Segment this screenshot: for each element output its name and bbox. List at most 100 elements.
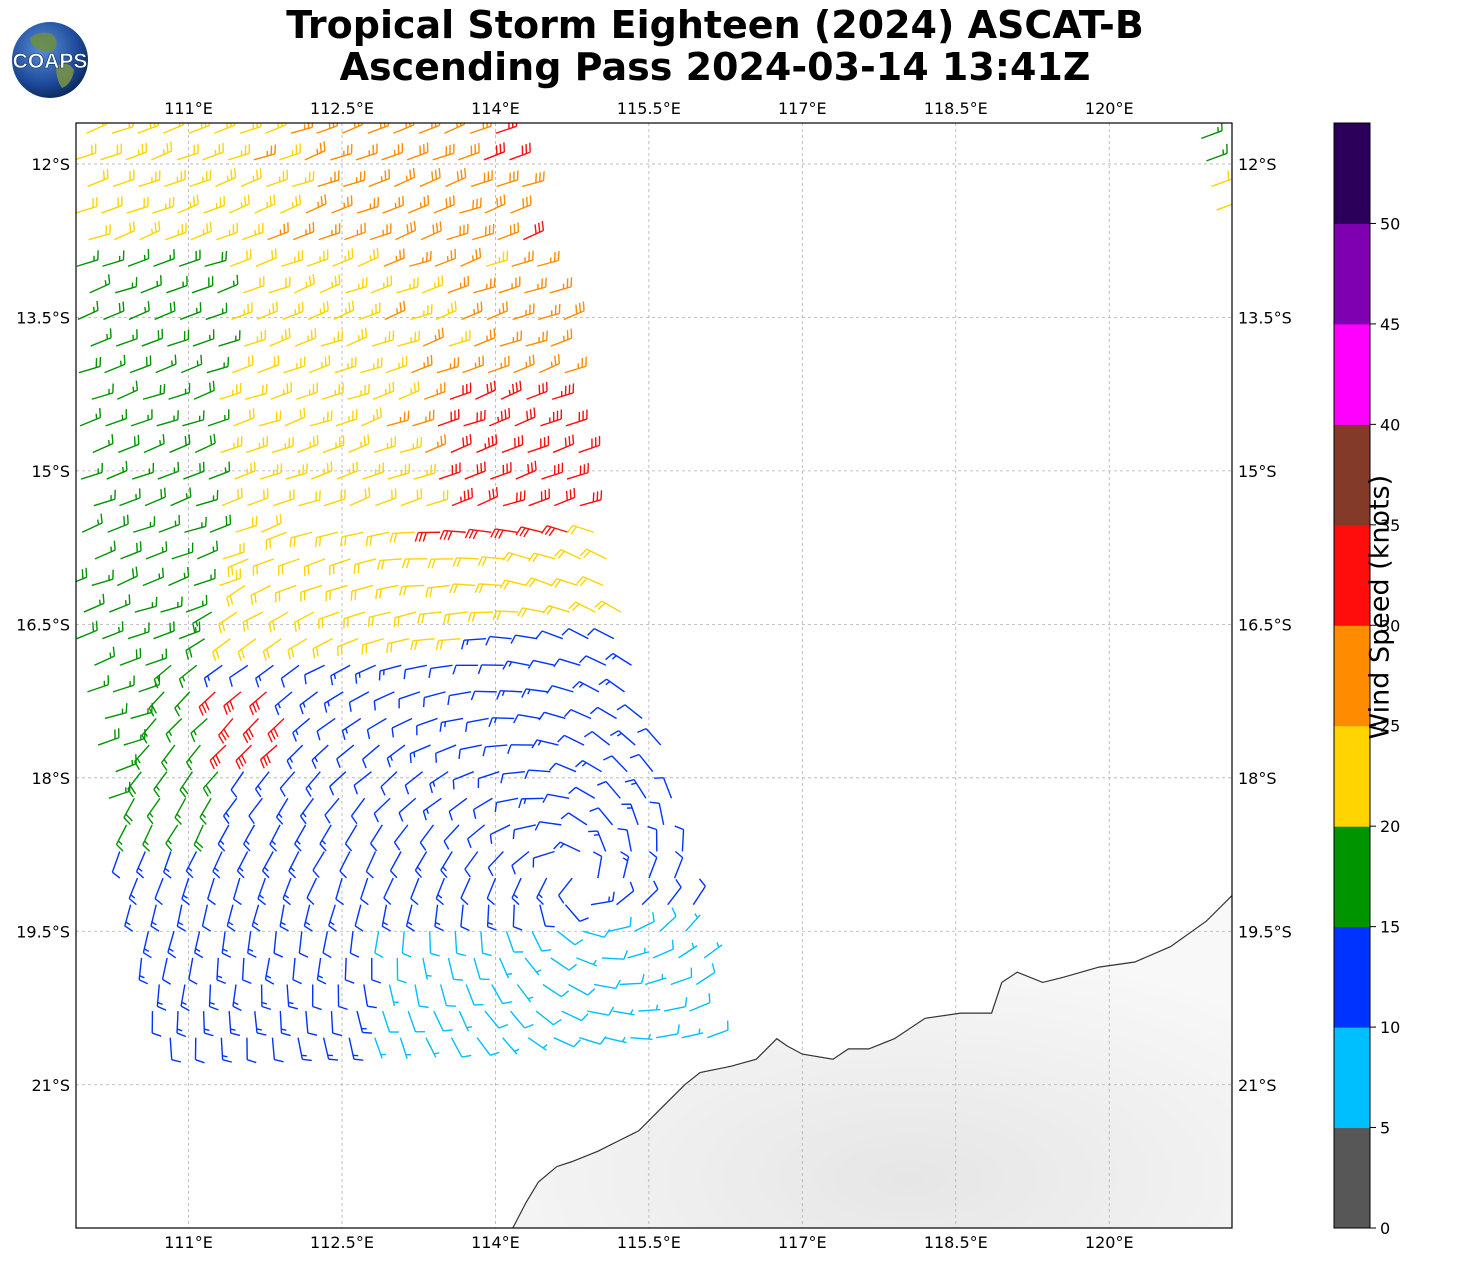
wind-barb (412, 409, 435, 427)
wind-barb (104, 703, 128, 720)
barb-full-feather (340, 536, 343, 547)
barb-half-feather (611, 655, 617, 660)
wind-barb (113, 221, 135, 241)
barb-staff (429, 931, 432, 954)
wind-barb (282, 301, 304, 321)
barb-full-feather (222, 815, 230, 825)
barb-full-feather (528, 578, 536, 588)
wind-barb (232, 355, 254, 374)
wind-barb (107, 514, 129, 533)
wind-barb (97, 728, 120, 746)
colorbar-tick-label: 0 (1380, 1219, 1390, 1238)
wind-barb (353, 558, 377, 574)
barb-full-feather (430, 355, 433, 365)
barb-full-feather (307, 1032, 318, 1036)
wind-barb (196, 540, 219, 560)
barb-half-feather (655, 1004, 659, 1011)
barb-full-feather (390, 642, 393, 653)
barb-half-feather (436, 441, 439, 448)
colorbar-tick-label: 10 (1380, 1018, 1400, 1037)
barb-full-feather (346, 196, 349, 207)
barb-full-feather (159, 275, 162, 285)
barb-half-feather (578, 683, 584, 688)
barb-staff (476, 1037, 491, 1056)
wind-barb (192, 329, 215, 347)
barb-full-feather (496, 197, 499, 208)
barb-half-feather (329, 921, 335, 926)
barb-full-feather (495, 487, 499, 497)
wind-barb (536, 251, 560, 267)
lon-tick-label-bottom: 115.5°E (617, 1233, 681, 1252)
wind-barb (356, 197, 379, 214)
barb-half-feather (230, 1028, 236, 1031)
barb-full-feather (544, 277, 547, 288)
barb-full-feather (398, 586, 403, 596)
wind-barb (348, 434, 370, 454)
wind-barb (150, 904, 160, 932)
wind-barb (292, 222, 315, 241)
barb-full-feather (461, 639, 465, 650)
barb-full-feather (335, 898, 345, 906)
wind-barb (316, 957, 327, 985)
wind-barb (566, 524, 594, 535)
wind-barb (624, 779, 647, 799)
barb-full-feather (518, 798, 523, 809)
wind-barb (373, 691, 395, 711)
barb-staff (407, 1010, 417, 1033)
wind-barb (476, 434, 498, 454)
barb-staff (271, 1037, 276, 1060)
wind-barb (169, 434, 191, 454)
barb-full-feather (456, 123, 458, 128)
wind-barb (462, 355, 484, 374)
lat-tick-label-right: 12°S (1238, 155, 1277, 174)
wind-barb (208, 984, 219, 1011)
wind-barb (550, 957, 577, 971)
barb-full-feather (464, 167, 467, 178)
barb-full-feather (528, 356, 532, 366)
wind-barb (323, 691, 344, 713)
barb-half-feather (144, 306, 147, 313)
barb-staff (393, 824, 409, 843)
barb-full-feather (572, 434, 575, 445)
wind-barb (395, 220, 417, 241)
wind-barb (458, 142, 480, 161)
barb-staff (405, 664, 428, 671)
wind-barb (230, 249, 252, 267)
barb-full-feather (238, 757, 244, 767)
wind-barb (641, 880, 659, 906)
wind-barb (157, 461, 180, 480)
barb-full-feather (386, 757, 391, 768)
wind-barb (438, 462, 461, 480)
barb-full-feather (456, 952, 467, 957)
wind-barb (513, 354, 535, 374)
barb-full-feather (371, 616, 374, 626)
wind-barb (461, 301, 483, 321)
coastline (512, 895, 1232, 1228)
barb-full-feather (435, 753, 438, 763)
barb-staff (587, 1010, 609, 1016)
barb-full-feather (265, 648, 271, 659)
wind-barb (473, 957, 490, 981)
barb-full-feather (578, 655, 587, 664)
barb-staff (201, 904, 209, 927)
wind-barb (375, 584, 399, 600)
wind-barb (249, 691, 267, 716)
wind-barb (464, 851, 479, 878)
wind-barb (119, 648, 142, 666)
barb-full-feather (212, 757, 218, 767)
wind-barb (103, 301, 125, 321)
barb-full-feather (192, 196, 196, 206)
colorbar-tick-label: 20 (1380, 817, 1400, 836)
wind-barb (138, 675, 161, 693)
colorbar-tick-label: 50 (1380, 214, 1400, 233)
barb-full-feather (503, 194, 506, 205)
barb-full-feather (637, 727, 647, 734)
wind-barb (429, 771, 449, 794)
wind-barb (396, 277, 419, 294)
barb-full-feather (165, 733, 172, 743)
barb-full-feather (557, 251, 560, 261)
wind-barb (413, 463, 436, 480)
wind-barb (540, 525, 569, 537)
barb-half-feather (159, 439, 162, 446)
barb-full-feather (500, 773, 504, 784)
